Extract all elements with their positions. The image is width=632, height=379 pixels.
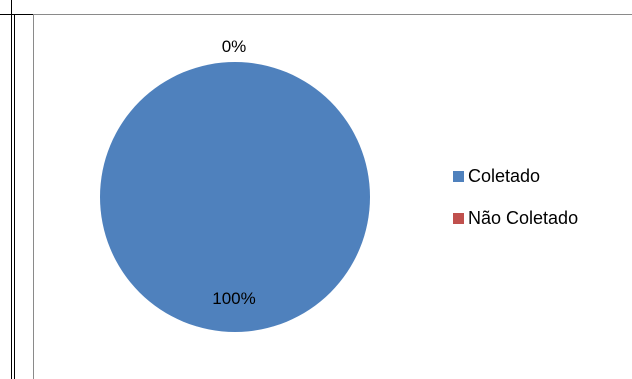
legend-label-nao-coletado: Não Coletado: [468, 207, 579, 228]
data-label-nao-coletado: 0%: [221, 37, 247, 56]
table-inner-border: [14, 14, 15, 379]
legend: Coletado Não Coletado: [453, 165, 578, 249]
legend-item-nao-coletado: Não Coletado: [453, 207, 578, 229]
table-left-border: [11, 0, 12, 379]
data-label-coletado: 100%: [212, 289, 256, 308]
legend-label-coletado: Coletado: [468, 165, 541, 186]
pie-slice-coletado: [100, 62, 370, 332]
legend-item-coletado: Coletado: [453, 165, 578, 187]
legend-swatch-coletado: [453, 170, 464, 182]
legend-swatch-nao-coletado: [453, 212, 464, 224]
